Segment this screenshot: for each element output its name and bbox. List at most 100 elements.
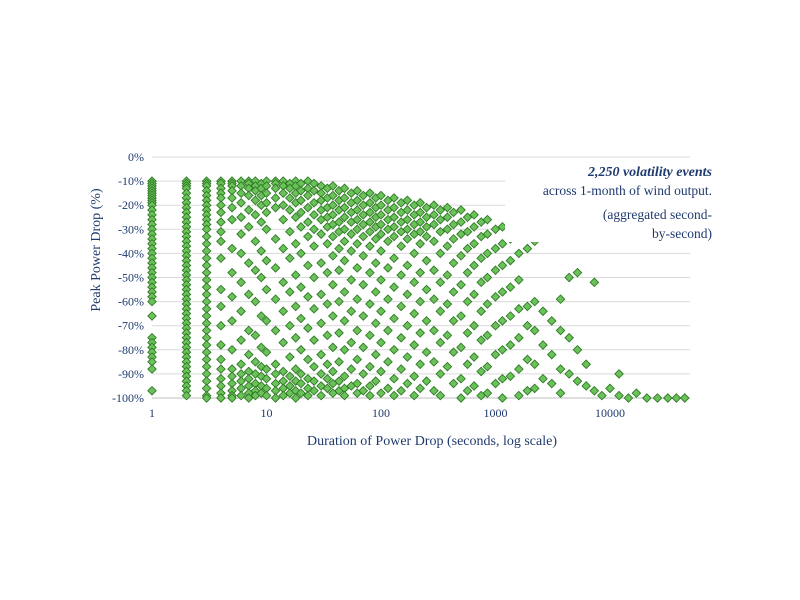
data-point bbox=[316, 318, 326, 329]
data-point bbox=[309, 185, 319, 196]
data-point bbox=[469, 210, 479, 220]
data-point bbox=[435, 277, 446, 288]
data-point bbox=[389, 212, 399, 223]
y-tick-label: -70% bbox=[118, 319, 144, 333]
data-point bbox=[278, 243, 289, 254]
data-point bbox=[352, 195, 363, 206]
data-point bbox=[538, 340, 548, 350]
data-point bbox=[328, 279, 338, 290]
data-point bbox=[564, 332, 574, 343]
data-point bbox=[296, 248, 306, 259]
data-point bbox=[456, 342, 466, 353]
data-point bbox=[261, 207, 272, 218]
data-point bbox=[415, 328, 426, 338]
data-point bbox=[358, 231, 369, 242]
data-point bbox=[328, 250, 338, 261]
data-point bbox=[505, 311, 516, 321]
data-point bbox=[456, 205, 466, 215]
data-point bbox=[261, 224, 272, 235]
data-point bbox=[462, 328, 473, 338]
data-point bbox=[316, 349, 326, 360]
data-point bbox=[358, 311, 369, 321]
y-tick-label: -100% bbox=[112, 391, 144, 405]
data-point bbox=[448, 347, 459, 358]
data-point bbox=[339, 344, 350, 355]
data-point bbox=[376, 190, 386, 201]
data-point bbox=[402, 234, 413, 244]
data-point bbox=[429, 385, 439, 396]
data-point bbox=[346, 364, 357, 374]
data-point bbox=[358, 369, 369, 379]
data-point bbox=[555, 294, 566, 305]
data-point bbox=[285, 371, 295, 382]
data-point bbox=[309, 241, 319, 252]
data-point bbox=[476, 253, 487, 264]
data-point bbox=[290, 393, 301, 403]
data-point bbox=[261, 255, 272, 266]
data-point bbox=[216, 217, 226, 227]
data-point bbox=[296, 282, 306, 292]
data-point bbox=[514, 248, 524, 259]
data-point bbox=[462, 226, 473, 237]
data-point bbox=[652, 393, 663, 403]
data-point bbox=[236, 390, 246, 401]
data-point bbox=[216, 253, 226, 264]
data-point bbox=[448, 207, 459, 218]
data-point bbox=[309, 335, 319, 345]
data-point bbox=[250, 265, 261, 276]
data-point bbox=[334, 357, 344, 367]
data-point bbox=[322, 373, 333, 384]
data-point bbox=[442, 224, 453, 235]
data-point bbox=[216, 320, 226, 331]
data-point bbox=[482, 361, 493, 372]
data-point bbox=[442, 241, 453, 252]
data-point bbox=[285, 226, 295, 237]
data-point bbox=[296, 195, 306, 206]
data-point bbox=[679, 393, 690, 403]
data-point bbox=[396, 270, 406, 280]
data-point bbox=[482, 248, 493, 259]
data-point bbox=[605, 383, 615, 394]
data-point bbox=[490, 291, 501, 302]
data-point bbox=[376, 229, 386, 239]
data-point bbox=[469, 320, 479, 331]
data-point bbox=[429, 357, 439, 367]
data-point bbox=[236, 306, 246, 317]
data-point bbox=[303, 291, 313, 302]
data-point bbox=[339, 255, 350, 266]
data-point bbox=[352, 238, 363, 249]
data-point bbox=[365, 226, 375, 237]
data-point bbox=[261, 364, 272, 374]
data-point bbox=[497, 316, 508, 326]
data-point bbox=[415, 238, 426, 249]
data-point bbox=[346, 306, 357, 317]
data-point bbox=[415, 383, 426, 394]
data-point bbox=[497, 393, 508, 403]
data-point bbox=[334, 243, 344, 254]
data-point bbox=[243, 258, 254, 268]
data-point bbox=[456, 393, 466, 403]
data-point bbox=[227, 344, 237, 355]
data-point bbox=[309, 197, 319, 208]
data-point bbox=[456, 311, 466, 321]
data-point bbox=[514, 332, 524, 343]
data-point bbox=[236, 229, 246, 239]
data-point bbox=[476, 335, 487, 345]
data-point bbox=[490, 320, 501, 331]
data-point bbox=[514, 303, 524, 314]
data-point bbox=[250, 296, 261, 307]
data-point bbox=[236, 335, 246, 345]
data-point bbox=[429, 236, 439, 247]
data-point bbox=[589, 277, 600, 288]
data-point bbox=[250, 357, 261, 367]
data-point bbox=[236, 188, 246, 198]
data-point bbox=[546, 349, 557, 360]
data-point bbox=[389, 373, 399, 384]
data-point bbox=[476, 277, 487, 288]
data-point bbox=[358, 250, 369, 261]
tick-labels: 0% -10% -20% -30% -40% -50% -60% -70% -80% -90% -1… bbox=[112, 150, 625, 420]
data-point bbox=[631, 388, 642, 399]
data-point bbox=[429, 219, 439, 230]
data-point bbox=[256, 311, 267, 321]
data-point bbox=[365, 217, 375, 227]
